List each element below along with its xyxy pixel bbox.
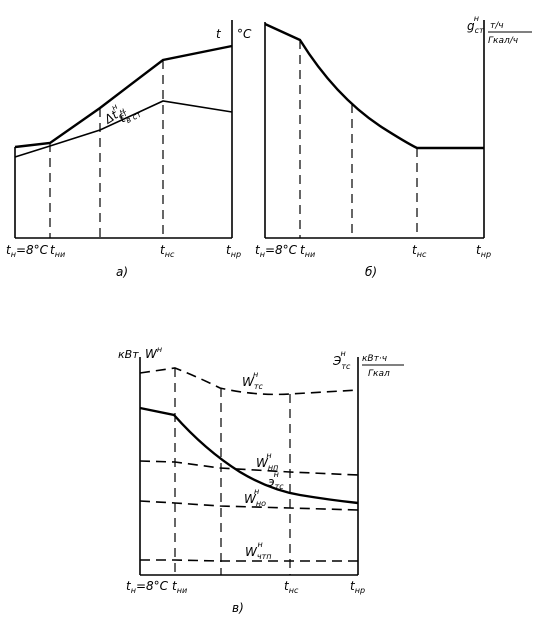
panel-b-unit-num: т/ч	[490, 21, 504, 31]
panel-a-caption: а)	[116, 265, 128, 279]
panel-c-left-unit: кВт	[118, 348, 139, 361]
panel-c-label-etc: этсн	[268, 470, 284, 491]
panel-c-label-wchtp: Wчтпн	[245, 540, 272, 561]
panel-b-tick-tni: tни	[300, 243, 315, 259]
panel-b-tick-tnr: tнр	[476, 243, 491, 259]
panel-c-unit-den: Гкал	[368, 369, 390, 379]
panel-a-y-unit: °С	[237, 27, 252, 41]
panel-a-tick-tn: tн=8°С	[6, 243, 49, 259]
panel-c-tick-tn: tн=8°С	[126, 579, 169, 595]
panel-a-tick-tnr: tнр	[226, 243, 241, 259]
panel-b-caption: б)	[365, 265, 377, 279]
panel-c-tick-tnr: tнр	[350, 579, 365, 595]
panel-a-curve-lower-label: tв стн	[115, 100, 143, 128]
panel-a-curve-upper	[14, 44, 233, 149]
panel-b-unit-den: Гкал/ч	[488, 36, 518, 46]
panel-c-unit-num: кВт·ч	[362, 354, 387, 364]
panel-c-label-wnp: Wнпн	[256, 451, 278, 472]
panel-b-tick-tn: tн=8°С	[255, 243, 298, 259]
panel-c-tick-tni: tни	[172, 579, 187, 595]
panel-c-curve-wchtp	[140, 559, 358, 562]
panel-b-y-symbol: gстн	[467, 14, 484, 35]
panel-c-tick-tns: tнс	[284, 579, 299, 595]
panel-c-caption: в)	[232, 601, 244, 615]
panel-a-tick-tni: tни	[50, 243, 65, 259]
panel-c-curve-etc	[139, 406, 359, 505]
panel-b: gстн т/ч Гкал/ч tн=8°С tни tнс tнр б)	[255, 14, 532, 279]
panel-c: кВт Wн Этсн кВт·ч Гкал Wтсн Wнпн этсн Wн…	[118, 345, 404, 615]
panel-b-curve	[264, 22, 484, 150]
panel-c-label-wtc: Wтсн	[242, 370, 264, 391]
panel-a: t °С Δtстн tв стн tн=8°С tни tнс tнр а)	[6, 20, 252, 279]
panel-c-left-symbol: Wн	[145, 345, 162, 361]
panel-b-tick-tns: tнс	[412, 243, 427, 259]
panel-a-tick-tns: tнс	[160, 243, 175, 259]
panel-c-curve-wno	[139, 500, 359, 511]
panel-c-curve-wnp	[139, 460, 359, 476]
panel-a-y-symbol: t	[216, 27, 222, 41]
panel-c-curve-wtc	[139, 367, 359, 396]
panel-c-label-wno: Wнон	[244, 487, 266, 508]
panel-c-right-symbol: Этсн	[332, 349, 351, 371]
